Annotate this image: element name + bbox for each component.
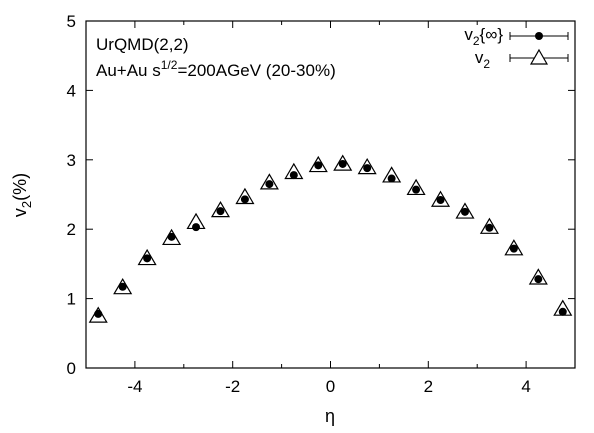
point-v2-inf <box>558 307 567 316</box>
x-tick-label: -2 <box>225 377 240 396</box>
x-tick-label: 0 <box>326 377 335 396</box>
point-v2-inf <box>485 223 494 232</box>
y-tick-label: 1 <box>67 290 76 309</box>
point-v2-inf <box>363 164 372 173</box>
point-v2-inf <box>387 174 396 183</box>
point-v2-inf <box>143 254 152 263</box>
x-tick-label: 2 <box>424 377 433 396</box>
point-v2-inf <box>509 244 518 253</box>
point-v2-inf <box>216 207 225 216</box>
point-v2-inf <box>460 207 469 216</box>
annotation-model: UrQMD(2,2) <box>96 35 189 54</box>
y-axis-label: v2(%) <box>10 173 34 217</box>
y-tick-label: 5 <box>67 12 76 31</box>
x-tick-label: -4 <box>127 377 142 396</box>
point-v2-inf <box>412 185 421 194</box>
point-v2-inf <box>167 232 176 241</box>
y-tick-label: 4 <box>67 81 76 100</box>
annotation-system: Au+Au s1/2=200AGeV (20-30%) <box>96 58 336 80</box>
legend-marker-v2-inf <box>535 32 543 40</box>
legend-label-v2: v2 <box>475 48 491 71</box>
point-v2-inf <box>314 161 323 170</box>
y-tick-label: 2 <box>67 220 76 239</box>
point-v2-inf <box>192 223 201 232</box>
y-tick-label: 3 <box>67 151 76 170</box>
x-tick-label: 4 <box>521 377 530 396</box>
legend: v2{∞} v2 <box>464 25 569 71</box>
point-v2-inf <box>436 196 445 205</box>
legend-label-v2-inf: v2{∞} <box>464 25 503 48</box>
data-markers <box>88 154 573 323</box>
x-axis-label: η <box>325 406 335 426</box>
legend-marker-v2 <box>529 48 549 65</box>
axis-ticks <box>85 20 576 369</box>
point-v2-inf <box>338 159 347 168</box>
point-v2-inf <box>240 195 249 204</box>
point-v2-inf <box>94 309 103 318</box>
point-v2-inf <box>534 275 543 284</box>
point-v2-inf <box>265 180 274 189</box>
point-v2-inf <box>118 282 127 291</box>
point-v2-inf <box>289 171 298 180</box>
y-tick-label: 0 <box>67 359 76 378</box>
